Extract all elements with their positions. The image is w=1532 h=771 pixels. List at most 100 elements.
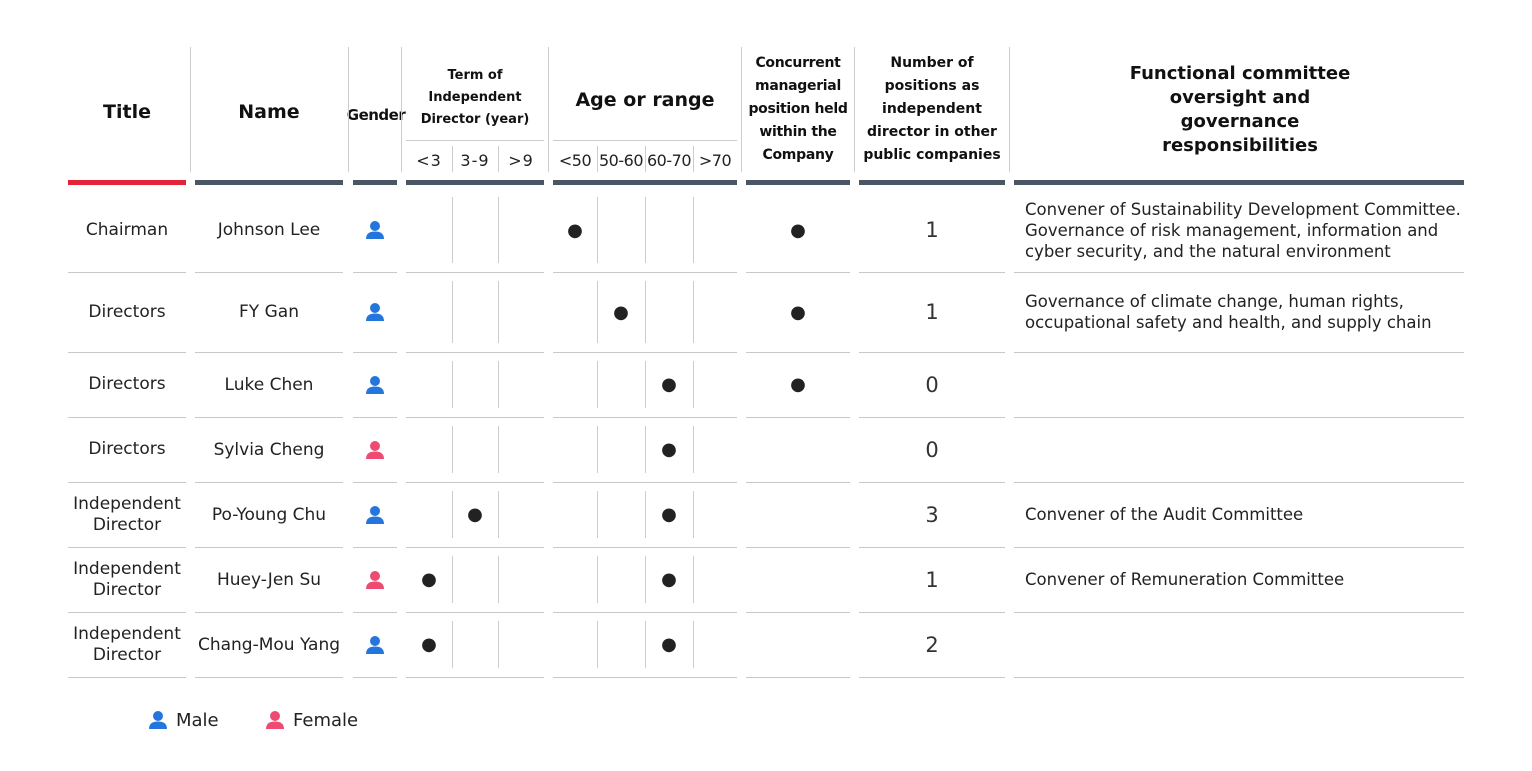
person-icon-svg [366, 440, 384, 459]
row-rule [68, 417, 186, 418]
header-bar [195, 180, 343, 185]
cell-separator [597, 491, 598, 538]
person-icon [365, 505, 385, 525]
row-rule [1014, 482, 1464, 483]
cell-separator [645, 361, 646, 408]
person-icon-svg [366, 303, 384, 321]
cell-positions: 2 [925, 632, 939, 657]
row-rule [746, 547, 850, 548]
person-icon [365, 440, 385, 460]
header-age-sub: <50 [558, 150, 592, 170]
cell-concurrent-dot: ● [790, 374, 806, 395]
row-rule [859, 482, 1005, 483]
person-icon-svg [366, 221, 384, 239]
cell-title: Independent Director [73, 493, 181, 535]
header-bar [406, 180, 544, 185]
header-bar [1014, 180, 1464, 185]
cell-separator [645, 197, 646, 263]
cell-separator [498, 426, 499, 473]
row-rule [1014, 417, 1464, 418]
row-rule [746, 612, 850, 613]
cell-title: Chairman [85, 219, 169, 240]
header-sub-separator [452, 146, 453, 172]
header-name: Name [238, 101, 300, 123]
cell-separator [498, 197, 499, 263]
person-icon [365, 220, 385, 240]
person-icon-svg [149, 711, 167, 729]
cell-age-dot: ● [661, 374, 677, 395]
person-icon-svg [366, 505, 384, 524]
cell-age-dot: ● [661, 439, 677, 460]
row-rule [553, 482, 737, 483]
cell-name: Chang-Mou Yang [197, 634, 341, 655]
header-concurrent: Concurrent managerial position held with… [748, 54, 848, 163]
row-rule [195, 352, 343, 353]
cell-title: Independent Director [73, 558, 181, 600]
header-bar [746, 180, 850, 185]
header-title: Title [103, 101, 151, 123]
row-rule [68, 272, 186, 273]
header-separator [190, 47, 191, 172]
cell-separator [452, 426, 453, 473]
cell-title: Directors [88, 301, 166, 322]
person-icon-svg [366, 375, 384, 394]
row-rule [353, 352, 397, 353]
cell-age-dot: ● [567, 219, 583, 241]
cell-separator [498, 281, 499, 343]
header-sub-separator [645, 146, 646, 172]
row-rule [553, 352, 737, 353]
legend-label: Female [293, 709, 359, 731]
cell-separator [597, 361, 598, 408]
header-sub-separator [693, 146, 694, 172]
header-term-sub: >9 [508, 150, 534, 170]
person-icon [365, 302, 385, 322]
header-bar [353, 180, 397, 185]
person-icon [365, 635, 385, 655]
cell-separator [597, 621, 598, 668]
cell-separator [597, 281, 598, 343]
row-rule [195, 677, 343, 678]
header-term-sub: <3 [416, 150, 442, 170]
row-rule [68, 482, 186, 483]
cell-term-dot: ● [421, 569, 437, 590]
cell-term-dot: ● [467, 504, 483, 525]
cell-separator [645, 426, 646, 473]
cell-responsibilities: Convener of Remuneration Committee [1025, 570, 1345, 589]
header-gender: Gender [346, 106, 406, 124]
row-rule [746, 417, 850, 418]
cell-separator [693, 426, 694, 473]
cell-concurrent-dot: ● [790, 301, 806, 323]
row-rule [859, 677, 1005, 678]
header-age: Age or range [575, 89, 715, 111]
person-icon-svg [266, 711, 284, 729]
cell-separator [693, 556, 694, 603]
row-rule [1014, 677, 1464, 678]
cell-positions: 0 [925, 437, 939, 462]
cell-positions: 3 [925, 502, 939, 527]
cell-separator [452, 197, 453, 263]
row-rule [406, 417, 544, 418]
legend-label: Male [176, 709, 219, 731]
row-rule [195, 482, 343, 483]
header-age-sub: 60-70 [647, 150, 692, 170]
row-rule [68, 677, 186, 678]
cell-name: Sylvia Cheng [213, 439, 325, 460]
row-rule [859, 272, 1005, 273]
row-rule [859, 612, 1005, 613]
row-rule [746, 482, 850, 483]
header-age-sub: 50-60 [599, 150, 644, 170]
row-rule [859, 352, 1005, 353]
person-icon [265, 710, 285, 730]
row-rule [353, 612, 397, 613]
cell-separator [645, 491, 646, 538]
row-rule [406, 677, 544, 678]
header-sub-separator [597, 146, 598, 172]
cell-separator [452, 361, 453, 408]
cell-separator [597, 426, 598, 473]
row-rule [1014, 547, 1464, 548]
cell-positions: 1 [925, 567, 939, 592]
cell-responsibilities: Convener of Sustainability Development C… [1025, 199, 1461, 261]
cell-positions: 1 [925, 300, 939, 324]
cell-name: Johnson Lee [217, 220, 321, 240]
